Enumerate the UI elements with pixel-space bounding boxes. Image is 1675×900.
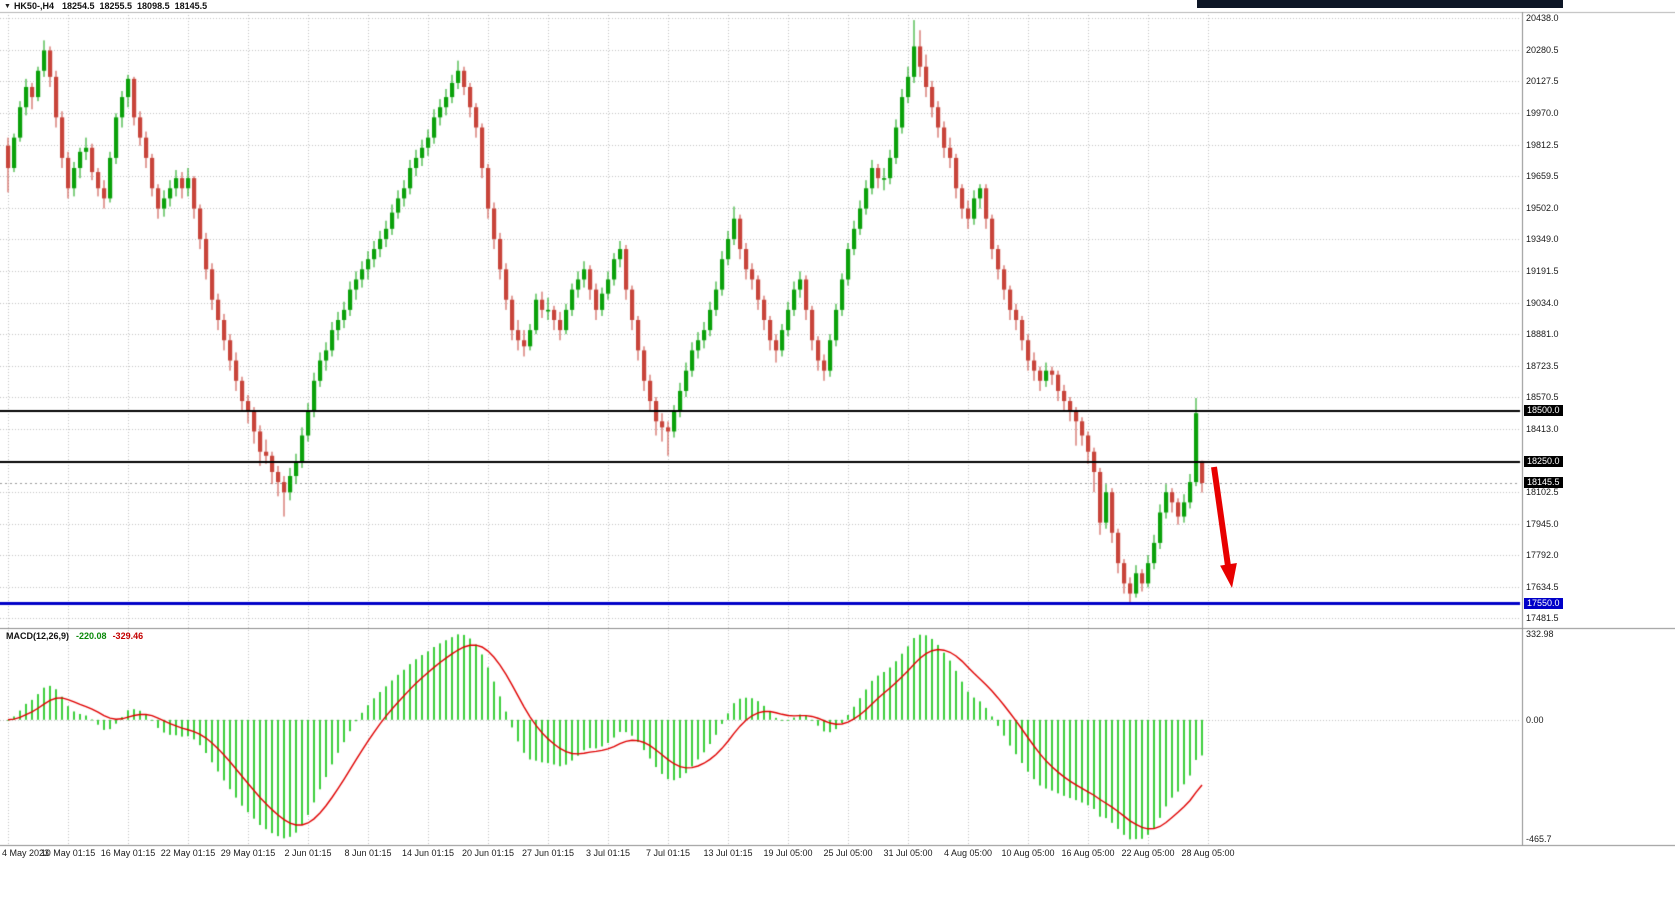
time-axis-label: 25 Jul 05:00: [823, 848, 873, 858]
time-axis-label: 22 May 01:15: [160, 848, 216, 858]
price-tick-label: 17634.5: [1526, 581, 1559, 592]
time-axis-label: 19 Jul 05:00: [763, 848, 813, 858]
price-tick-label: 18570.5: [1526, 391, 1559, 402]
macd-current-value: -220.08: [76, 631, 107, 641]
time-axis-label: 16 May 01:15: [100, 848, 156, 858]
price-level-tag: 17550.0: [1524, 597, 1563, 609]
time-axis-label: 20 Jun 01:15: [461, 848, 515, 858]
macd-tick-label: -465.7: [1526, 834, 1552, 845]
quote-open-value: 18254.5: [61, 1, 95, 11]
price-tick-label: 17945.0: [1526, 518, 1559, 529]
time-axis-label: 7 Jul 01:15: [645, 848, 691, 858]
price-tick-label: 19970.0: [1526, 108, 1559, 119]
price-tick-label: 19034.0: [1526, 297, 1559, 308]
price-tick-label: 20127.5: [1526, 76, 1559, 87]
price-tick-label: 19191.5: [1526, 266, 1559, 277]
macd-tick-label: 0.00: [1526, 714, 1544, 725]
price-level-tag: 18250.0: [1524, 455, 1563, 467]
time-axis-label: 22 Aug 05:00: [1121, 848, 1175, 858]
price-tick-label: 18102.5: [1526, 486, 1559, 497]
price-level-tag: 18500.0: [1524, 405, 1563, 417]
quote-bar: ▼ HK50-,H4 18254.5 18255.5 18098.5 18145…: [0, 0, 212, 12]
time-axis-label: 8 Jun 01:15: [344, 848, 392, 858]
time-axis-label: 2 Jun 01:15: [284, 848, 332, 858]
symbol-dropdown-icon[interactable]: ▼: [4, 2, 11, 10]
time-axis-label: 13 Jul 01:15: [703, 848, 753, 858]
time-axis-label: 29 May 01:15: [220, 848, 276, 858]
price-tick-label: 19349.0: [1526, 234, 1559, 245]
price-tick-label: 19659.5: [1526, 171, 1559, 182]
time-axis-label: 16 Aug 05:00: [1061, 848, 1115, 858]
current-price-tag: 18145.5: [1524, 477, 1563, 489]
time-axis-label: 10 Aug 05:00: [1001, 848, 1055, 858]
price-tick-label: 18881.0: [1526, 328, 1559, 339]
price-tick-label: 18413.0: [1526, 423, 1559, 434]
time-axis-label: 10 May 01:15: [40, 848, 96, 858]
time-axis-label: 28 Aug 05:00: [1181, 848, 1235, 858]
price-tick-label: 17792.0: [1526, 549, 1559, 560]
quote-low-value: 18098.5: [137, 1, 170, 11]
price-tick-label: 19812.5: [1526, 140, 1559, 151]
price-tick-label: 18723.5: [1526, 360, 1559, 371]
time-axis-label: 4 Aug 05:00: [943, 848, 993, 858]
time-axis-label: 14 Jun 01:15: [401, 848, 455, 858]
time-axis-label: 31 Jul 05:00: [883, 848, 933, 858]
price-tick-label: 20280.5: [1526, 45, 1559, 56]
macd-name: MACD(12,26,9): [6, 631, 70, 641]
symbol-timeframe-label: HK50-,H4: [13, 1, 54, 11]
top-right-strip: [1197, 0, 1563, 8]
price-tick-label: 19502.0: [1526, 203, 1559, 214]
quote-high-value: 18255.5: [99, 1, 133, 11]
macd-tick-label: 332.98: [1526, 629, 1554, 640]
time-axis-label: 27 Jun 01:15: [521, 848, 575, 858]
time-axis-label: 4 May 2023: [2, 848, 50, 858]
time-axis-label: 3 Jul 01:15: [585, 848, 631, 858]
price-tick-label: 17481.5: [1526, 612, 1559, 623]
price-tick-label: 20438.0: [1526, 13, 1559, 24]
quote-close-value: 18145.5: [174, 1, 208, 11]
macd-signal-value: -329.46: [112, 631, 144, 641]
macd-indicator-label: MACD(12,26,9) -220.08 -329.46: [6, 631, 143, 641]
